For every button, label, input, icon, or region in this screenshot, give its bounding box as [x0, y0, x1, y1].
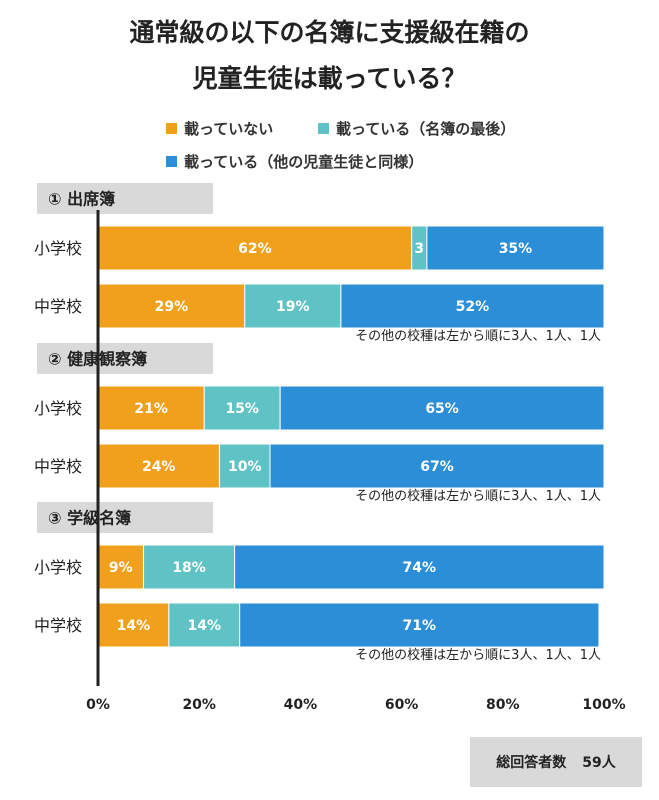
bar-value-label: 19%	[276, 299, 310, 315]
row-category-label: 中学校	[34, 297, 82, 316]
bar-value-label: 14%	[188, 618, 222, 634]
bar-segment	[143, 544, 236, 590]
bar-value-label: 24%	[142, 459, 176, 475]
group-note: その他の校種は左から順に3人、1人、1人	[355, 328, 601, 344]
legend-swatch-listed-last	[318, 123, 329, 134]
bar-segment	[279, 385, 605, 431]
x-tick-label: 80%	[486, 697, 520, 713]
bar-segment	[218, 443, 271, 489]
title-line-1: 通常級の以下の名簿に支援級在籍の	[129, 18, 530, 47]
legend-label-listed-normal: 載っている（他の児童生徒と同様）	[184, 153, 424, 171]
legend-item-listed-last: 載っている（名簿の最後）	[318, 118, 515, 139]
bar-value-label: 65%	[425, 401, 459, 417]
bar-value-label: 15%	[225, 401, 259, 417]
bar-segment	[234, 544, 605, 590]
chart-title: 通常級の以下の名簿に支援級在籍の 児童生徒は載っている？	[0, 10, 659, 102]
bar-segment	[239, 602, 600, 648]
x-tick-label: 100%	[582, 697, 625, 713]
group-header-box	[37, 502, 213, 533]
bar-value-label: 21%	[134, 401, 168, 417]
row-category-label: 小学校	[34, 239, 82, 258]
row-category-label: 小学校	[34, 399, 82, 418]
bar-value-label: 74%	[403, 560, 437, 576]
bar-segment	[97, 602, 170, 648]
respondent-count-label: 総回答者数	[496, 755, 567, 771]
bar-value-label: 29%	[155, 299, 189, 315]
row-category-label: 小学校	[34, 558, 82, 577]
group-header-box	[37, 343, 213, 374]
x-tick-label: 0%	[86, 697, 110, 713]
bar-segment	[97, 443, 220, 489]
group-note: その他の校種は左から順に3人、1人、1人	[355, 647, 601, 663]
bar-segment	[97, 283, 246, 329]
bar-value-label: 71%	[403, 618, 437, 634]
bar-segment	[168, 602, 241, 648]
bar-value-label: 35%	[499, 241, 533, 257]
legend-label-listed-last: 載っている（名簿の最後）	[336, 120, 516, 138]
x-tick-label: 60%	[385, 697, 419, 713]
row-category-label: 中学校	[34, 457, 82, 476]
bar-segment	[426, 225, 605, 271]
group-header-title: ③ 学級名簿	[48, 509, 131, 528]
bar-segment	[244, 283, 342, 329]
bar-value-label: 3	[414, 241, 424, 257]
bar-segment	[269, 443, 605, 489]
bar-value-label: 9%	[109, 560, 133, 576]
bar-value-label: 52%	[456, 299, 490, 315]
bar-value-label: 10%	[228, 459, 262, 475]
bar-segment	[97, 385, 205, 431]
bar-value-label: 18%	[172, 560, 206, 576]
group-header-title: ① 出席簿	[48, 190, 115, 209]
group-note: その他の校種は左から順に3人、1人、1人	[355, 488, 601, 504]
respondent-count-value: 59人	[582, 755, 616, 771]
row-category-label: 中学校	[34, 616, 82, 635]
bar-segment	[340, 283, 605, 329]
bar-value-label: 14%	[117, 618, 151, 634]
x-tick-label: 40%	[284, 697, 318, 713]
title-line-2: 児童生徒は載っている？	[192, 64, 467, 93]
respondent-count-box: 総回答者数 59人	[470, 737, 642, 787]
bar-value-label: 62%	[238, 241, 272, 257]
legend-label-not-listed: 載っていない	[184, 120, 274, 138]
legend-item-listed-normal: 載っている（他の児童生徒と同様）	[166, 151, 423, 172]
legend-swatch-not-listed	[166, 123, 177, 134]
group-header-box	[37, 183, 213, 214]
bar-value-label: 67%	[420, 459, 454, 475]
legend-item-not-listed: 載っていない	[166, 118, 273, 139]
x-tick-label: 20%	[182, 697, 216, 713]
legend-swatch-listed-normal	[166, 156, 177, 167]
